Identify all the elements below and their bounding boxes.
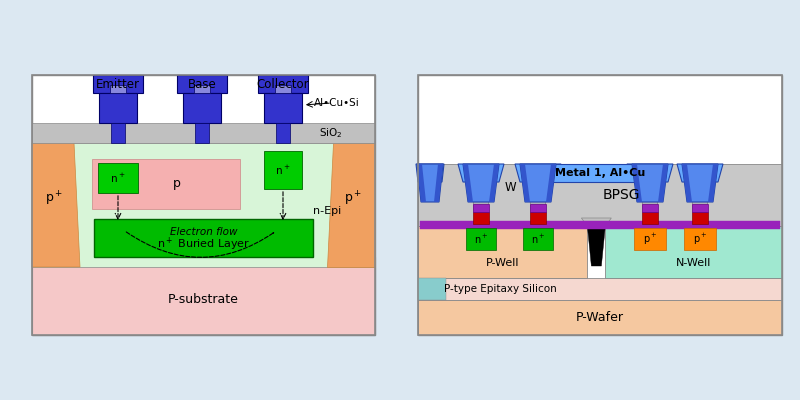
Polygon shape — [632, 164, 642, 202]
Text: p$^+$: p$^+$ — [693, 232, 707, 246]
Bar — [634, 228, 666, 250]
Polygon shape — [632, 164, 668, 202]
Polygon shape — [582, 218, 611, 226]
Bar — [692, 204, 708, 212]
Bar — [530, 204, 546, 212]
Bar — [99, 93, 137, 123]
Polygon shape — [416, 164, 444, 182]
Text: P-type Epitaxy Silicon: P-type Epitaxy Silicon — [444, 284, 556, 294]
Bar — [466, 228, 496, 250]
Bar — [473, 204, 489, 212]
Polygon shape — [520, 164, 530, 202]
Bar — [32, 123, 375, 143]
Text: n$^+$ Buried Layer: n$^+$ Buried Layer — [157, 236, 250, 254]
Polygon shape — [434, 164, 443, 202]
Text: Metal 1, Al•Cu: Metal 1, Al•Cu — [555, 168, 645, 178]
Text: P-substrate: P-substrate — [168, 293, 239, 306]
Polygon shape — [682, 164, 718, 202]
Bar — [418, 226, 587, 278]
Polygon shape — [677, 164, 723, 182]
Polygon shape — [463, 164, 499, 202]
Bar — [530, 212, 546, 224]
Bar — [418, 278, 446, 300]
Bar — [420, 221, 780, 229]
Text: n-Epi: n-Epi — [313, 206, 341, 216]
Polygon shape — [587, 226, 606, 266]
Text: N-Well: N-Well — [676, 258, 711, 268]
Bar — [276, 123, 290, 143]
Bar — [92, 159, 240, 209]
Text: p: p — [173, 178, 180, 190]
Text: Emitter: Emitter — [96, 78, 140, 92]
Polygon shape — [327, 143, 375, 267]
Bar — [93, 75, 143, 93]
Text: n$^+$: n$^+$ — [530, 232, 546, 246]
Polygon shape — [458, 164, 504, 182]
Text: Base: Base — [188, 78, 216, 92]
Bar — [32, 143, 375, 267]
Text: n$^+$: n$^+$ — [110, 172, 126, 184]
Bar — [264, 151, 302, 189]
Bar — [418, 300, 782, 335]
Bar — [183, 93, 221, 123]
Polygon shape — [627, 164, 673, 182]
Bar — [473, 212, 489, 224]
Bar — [32, 257, 375, 335]
Polygon shape — [658, 164, 668, 202]
Text: n$^+$: n$^+$ — [275, 164, 290, 176]
Bar — [32, 75, 375, 335]
Bar — [418, 164, 782, 226]
Bar — [195, 123, 209, 143]
Bar — [177, 75, 227, 93]
Polygon shape — [32, 143, 80, 267]
Bar — [606, 226, 782, 278]
Bar — [111, 123, 125, 143]
Bar — [94, 219, 313, 257]
Bar — [110, 85, 126, 93]
Polygon shape — [489, 164, 499, 202]
Bar — [523, 228, 553, 250]
Bar — [32, 75, 375, 335]
Bar — [540, 164, 660, 182]
Text: W: W — [504, 181, 516, 194]
Polygon shape — [471, 168, 491, 212]
Bar — [98, 163, 138, 193]
Text: Al•Cu•Si: Al•Cu•Si — [314, 98, 360, 108]
Text: Collector: Collector — [257, 78, 310, 92]
Bar — [642, 212, 658, 224]
Polygon shape — [682, 164, 692, 202]
Text: Electron flow: Electron flow — [170, 227, 238, 237]
Text: BPSG: BPSG — [603, 188, 641, 202]
Polygon shape — [528, 168, 548, 212]
Bar — [692, 212, 708, 224]
Polygon shape — [417, 164, 426, 202]
Text: p$^+$: p$^+$ — [642, 232, 658, 246]
Bar — [418, 75, 782, 335]
Bar — [418, 278, 782, 300]
Text: p$^+$: p$^+$ — [344, 190, 362, 208]
Polygon shape — [690, 168, 710, 212]
FancyArrowPatch shape — [126, 232, 274, 257]
Bar — [684, 228, 716, 250]
Polygon shape — [708, 164, 718, 202]
Bar — [418, 75, 782, 335]
Bar — [642, 204, 658, 212]
Text: P-Wafer: P-Wafer — [576, 311, 624, 324]
Bar — [275, 85, 291, 93]
Polygon shape — [520, 164, 556, 202]
Text: P-Well: P-Well — [486, 258, 519, 268]
Polygon shape — [515, 164, 561, 182]
Polygon shape — [640, 168, 660, 212]
Polygon shape — [546, 164, 556, 202]
Polygon shape — [463, 164, 473, 202]
Text: SiO$_2$: SiO$_2$ — [319, 126, 343, 140]
Bar — [258, 75, 308, 93]
Text: n$^+$: n$^+$ — [474, 232, 488, 246]
Bar — [264, 93, 302, 123]
Text: p$^+$: p$^+$ — [45, 190, 63, 208]
Bar — [194, 85, 210, 93]
Polygon shape — [417, 164, 443, 202]
